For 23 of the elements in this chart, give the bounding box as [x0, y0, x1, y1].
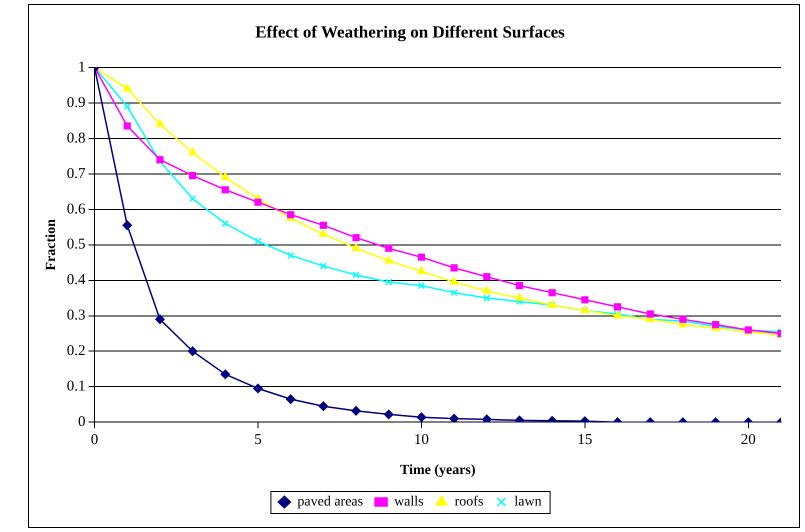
y-tick-label: 1 [78, 59, 86, 76]
y-axis-title: Fraction [44, 218, 60, 270]
legend-label: paved areas [297, 494, 364, 510]
y-tick-label: 0.4 [66, 272, 86, 288]
y-tick-label: 0.8 [66, 130, 86, 146]
y-tick-label: 0.1 [66, 378, 86, 395]
x-tick-label: 5 [254, 432, 262, 448]
x-tick-label: 0 [90, 432, 98, 448]
legend-label: walls [394, 494, 424, 510]
y-tick-label: 0.7 [66, 166, 86, 182]
x-tick-label: 20 [740, 432, 756, 448]
y-tick-label: 0.3 [66, 308, 86, 324]
x-axis-title: Time (years) [400, 463, 476, 478]
y-tick-label: 0.2 [66, 343, 86, 360]
y-tick-label: 0 [78, 414, 86, 430]
y-tick-label: 0.9 [66, 94, 86, 111]
legend-label: roofs [454, 494, 484, 510]
x-tick-label: 10 [414, 432, 429, 448]
y-tick-label: 0.5 [66, 236, 86, 253]
legend-label: lawn [514, 494, 542, 510]
y-tick-label: 0.6 [66, 201, 86, 218]
chart-title: Effect of Weathering on Different Surfaces [255, 22, 566, 42]
x-tick-label: 15 [577, 432, 592, 448]
